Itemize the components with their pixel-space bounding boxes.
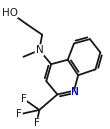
Text: HO: HO bbox=[2, 7, 18, 18]
Text: N: N bbox=[70, 87, 79, 97]
Text: F: F bbox=[21, 94, 26, 104]
Text: F: F bbox=[16, 109, 22, 119]
Text: N: N bbox=[71, 87, 79, 97]
Text: N: N bbox=[36, 45, 43, 55]
Text: F: F bbox=[34, 118, 40, 128]
Text: N: N bbox=[71, 87, 79, 97]
